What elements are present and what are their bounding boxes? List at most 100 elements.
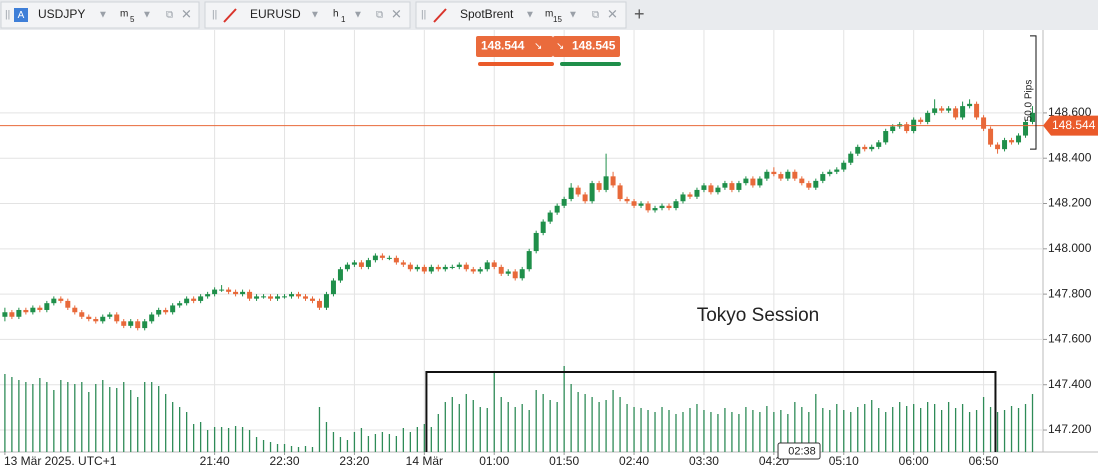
candle-body — [659, 205, 665, 209]
candle-body — [421, 266, 427, 272]
candle-body — [750, 178, 756, 186]
candle-body — [722, 183, 728, 188]
candle-body — [638, 203, 644, 206]
candle-body — [1016, 135, 1022, 143]
candle-body — [533, 232, 539, 252]
dropdown[interactable]: ▼ — [98, 10, 108, 21]
icon-label: A — [18, 10, 25, 21]
ruler — [1030, 35, 1037, 150]
candle-body — [93, 319, 99, 322]
candle-body — [953, 108, 959, 118]
candle-body — [135, 321, 141, 329]
candle-body — [100, 316, 106, 322]
candle-body — [680, 194, 686, 202]
detach[interactable]: ⧉ — [376, 10, 383, 21]
candle-body — [107, 314, 113, 317]
candle-body — [386, 257, 392, 259]
candle-body — [624, 198, 630, 202]
dropdown[interactable]: ▼ — [525, 10, 535, 21]
detach[interactable]: ⧉ — [166, 10, 173, 21]
candle-body — [72, 307, 78, 313]
sell-price[interactable]: 148.544 — [481, 39, 525, 53]
tab-symbol[interactable]: USDJPY — [38, 7, 85, 21]
candle-body — [988, 128, 994, 145]
candle-body — [393, 257, 399, 263]
x-tick-label: 02:40 — [619, 454, 649, 467]
x-tick-label: 21:40 — [200, 454, 230, 467]
candle-body — [967, 103, 973, 107]
sell-button[interactable] — [476, 36, 553, 57]
candle-body — [785, 171, 791, 179]
candle-body — [603, 176, 609, 190]
candle-body — [771, 171, 777, 175]
y-tick-label: 147.400 — [1048, 377, 1092, 391]
candle-body — [323, 294, 329, 308]
candle-body — [687, 194, 693, 197]
sell-bar — [478, 62, 554, 66]
candle-body — [156, 309, 162, 315]
candle-body — [827, 171, 833, 175]
candle-body — [1023, 121, 1029, 136]
candle-body — [142, 321, 148, 329]
candle-body — [806, 183, 812, 188]
candle-body — [526, 251, 532, 270]
add-tab[interactable]: + — [634, 4, 645, 24]
x-tick-label: 14 Mär — [406, 454, 443, 467]
dropdown[interactable]: ▼ — [142, 10, 152, 21]
candle-body — [848, 153, 854, 163]
price-axis — [1043, 30, 1098, 467]
y-tick-label: 148.000 — [1048, 241, 1092, 255]
candle-body — [841, 162, 847, 170]
candle-body — [715, 187, 721, 193]
dropdown[interactable]: ▼ — [310, 10, 320, 21]
candle-body — [254, 296, 260, 299]
tab-symbol[interactable]: EURUSD — [250, 7, 301, 21]
candle-body — [974, 103, 980, 118]
detach[interactable]: ⧉ — [592, 10, 599, 21]
price-label: 148.544 — [1052, 118, 1096, 132]
cursor-label: 02:38 — [788, 445, 816, 457]
dropdown[interactable]: ▼ — [568, 10, 578, 21]
dropdown[interactable]: ▼ — [353, 10, 363, 21]
candle-body — [198, 296, 204, 301]
candle-body — [163, 309, 169, 313]
tab[interactable] — [415, 1, 627, 29]
close[interactable]: ✕ — [607, 6, 618, 21]
tab[interactable] — [0, 1, 200, 29]
candle-body — [547, 212, 553, 222]
timeframe[interactable]: m — [545, 9, 553, 20]
candle-body — [372, 255, 378, 261]
candle-body — [219, 289, 225, 291]
candle-body — [820, 174, 826, 181]
candle-body — [456, 264, 462, 267]
candle-body — [631, 201, 637, 206]
x-tick-label: 06:00 — [899, 454, 929, 467]
candle-body — [729, 183, 735, 190]
annotation: Tokyo Session — [697, 305, 820, 326]
candle-body — [44, 303, 50, 310]
close[interactable]: ✕ — [391, 6, 402, 21]
candle-body — [86, 316, 92, 320]
candle-body — [589, 183, 595, 202]
candle-body — [883, 131, 889, 143]
icon — [223, 8, 237, 23]
candle-body — [701, 185, 707, 190]
candle-body — [540, 221, 546, 233]
timeframe[interactable]: m — [120, 9, 128, 20]
candle-body — [890, 126, 896, 132]
timeframe[interactable]: h — [333, 9, 339, 20]
candle-body — [813, 180, 819, 188]
y-tick-label: 147.800 — [1048, 286, 1092, 300]
candle-body — [400, 262, 406, 265]
buy-button[interactable] — [553, 36, 620, 57]
close[interactable]: ✕ — [181, 6, 192, 21]
candle-body — [666, 205, 672, 209]
tab[interactable] — [204, 1, 411, 29]
candle-body — [114, 314, 120, 322]
grip: || — [212, 10, 217, 21]
candle-body — [289, 294, 295, 297]
arrow: ↘ — [534, 41, 542, 52]
buy-price[interactable]: 148.545 — [572, 39, 616, 53]
tab-symbol[interactable]: SpotBrent — [460, 7, 514, 21]
candle-body — [226, 289, 232, 292]
